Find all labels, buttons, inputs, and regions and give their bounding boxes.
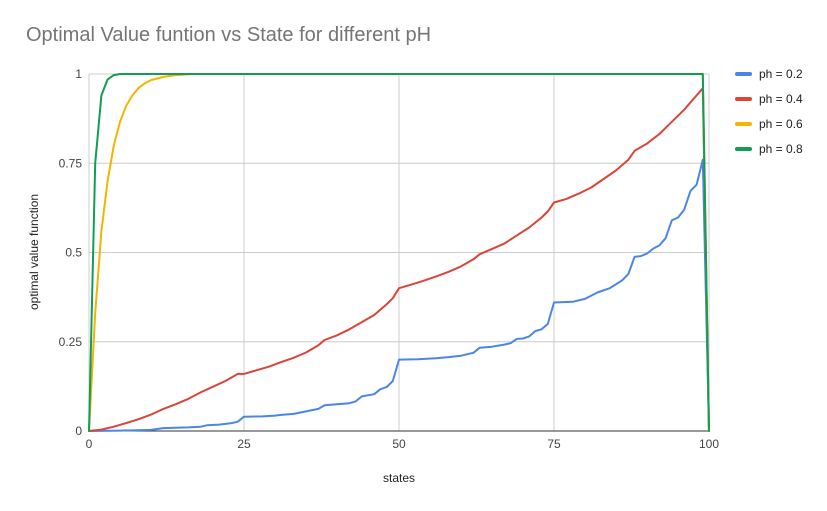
axes: 0 25 50 75 100 0 0.25 0.5 0.75 1 <box>59 67 720 451</box>
legend-item[interactable]: ph = 0.8 <box>735 142 803 156</box>
x-tick-label: 75 <box>547 437 561 451</box>
legend-label: ph = 0.8 <box>759 142 803 156</box>
x-axis-title: states <box>383 471 415 485</box>
y-tick-label: 0.5 <box>65 246 82 260</box>
chart-title: Optimal Value funtion vs State for diffe… <box>26 24 432 46</box>
y-tick-label: 0.75 <box>59 156 83 170</box>
x-tick-label: 100 <box>699 437 719 451</box>
legend-item[interactable]: ph = 0.4 <box>735 92 803 106</box>
legend-label: ph = 0.4 <box>759 92 803 106</box>
x-tick-label: 25 <box>237 437 251 451</box>
y-tick-label: 0.25 <box>59 335 83 349</box>
y-tick-label: 0 <box>75 424 82 438</box>
legend-label: ph = 0.2 <box>759 67 803 81</box>
series-lines <box>88 73 710 432</box>
series-line-1 <box>88 158 710 432</box>
legend-label: ph = 0.6 <box>759 117 803 131</box>
legend[interactable]: ph = 0.2 ph = 0.4 ph = 0.6 ph = 0.8 <box>735 67 803 156</box>
gridlines <box>88 73 710 432</box>
x-tick-label: 0 <box>86 437 93 451</box>
y-axis-title: optimal value function <box>27 194 41 310</box>
series-line-2 <box>88 87 710 432</box>
y-tick-label: 1 <box>75 67 82 81</box>
legend-item[interactable]: ph = 0.6 <box>735 117 803 131</box>
legend-item[interactable]: ph = 0.2 <box>735 67 803 81</box>
x-tick-label: 50 <box>392 437 406 451</box>
series-line-4 <box>88 73 710 432</box>
